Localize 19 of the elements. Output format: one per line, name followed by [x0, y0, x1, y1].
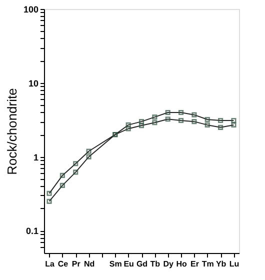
- x-tick-label: Er: [190, 260, 199, 268]
- x-tick-label: Sm: [109, 260, 122, 268]
- x-tick-label: Gd: [136, 260, 148, 268]
- x-tick-label: Ho: [176, 260, 187, 268]
- x-tick-label: Dy: [163, 260, 174, 268]
- x-tick-label: Lu: [229, 260, 240, 268]
- y-tick-label: 0.1: [26, 226, 38, 236]
- x-tick-label: Tm: [202, 260, 214, 268]
- x-tick-label: Eu: [124, 260, 134, 268]
- x-tick-label: Pr: [72, 260, 80, 268]
- y-tick-label: 1: [33, 152, 38, 162]
- x-tick-label: Tb: [150, 260, 160, 268]
- y-axis-title: Rock/chondrite: [4, 88, 20, 175]
- y-tick-label: 10: [28, 78, 38, 88]
- x-tick-label: La: [45, 260, 55, 268]
- x-tick-label: Yb: [216, 260, 226, 268]
- y-tick-label: 100: [23, 4, 38, 14]
- x-tick-label: Nd: [84, 260, 95, 268]
- x-tick-label: Ce: [58, 260, 69, 268]
